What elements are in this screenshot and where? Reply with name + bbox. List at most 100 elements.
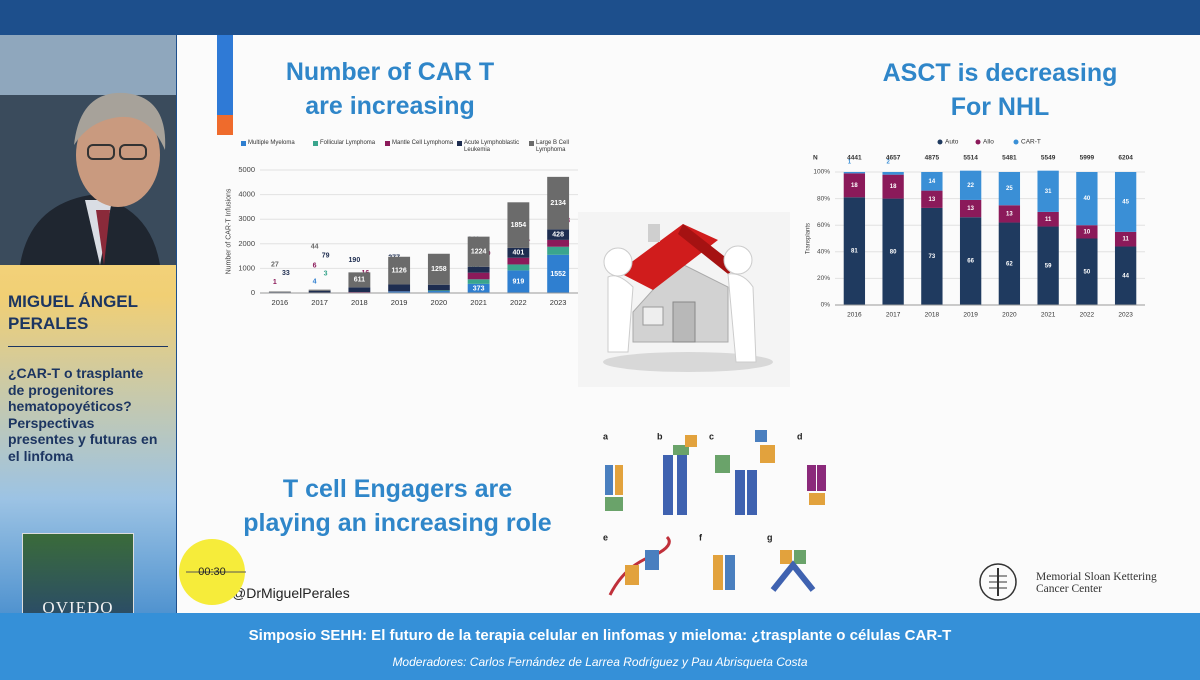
x-tick-label: 2018 bbox=[925, 312, 940, 319]
figure-label: e bbox=[603, 532, 608, 542]
bar-segment bbox=[1114, 231, 1137, 247]
legend-entry: Allo bbox=[983, 139, 994, 146]
data-label: 13 bbox=[1006, 211, 1013, 217]
legend-swatch bbox=[975, 139, 981, 145]
car-t-legend: Multiple Myeloma Follicular Lymphoma Mantl… bbox=[240, 140, 580, 160]
legend-entry: Acute Lymphoblastic Leukemia bbox=[457, 140, 526, 154]
legend-swatch bbox=[1013, 139, 1019, 145]
y-tick-label: 4000 bbox=[238, 190, 255, 199]
data-label: 6 bbox=[313, 263, 317, 270]
bar-segment bbox=[959, 199, 982, 218]
talk-title-line: de progenitores bbox=[8, 381, 114, 398]
data-label: 10 bbox=[1084, 229, 1091, 235]
timer: 00:30 bbox=[179, 539, 246, 605]
y-tick-label: 3000 bbox=[238, 214, 255, 223]
x-tick-label: 2022 bbox=[1080, 312, 1095, 319]
data-label: 14 bbox=[929, 179, 936, 185]
data-label: 4 bbox=[313, 279, 317, 286]
n-value: 4657 bbox=[886, 155, 901, 162]
speaker-name-line: PERALES bbox=[8, 314, 89, 333]
legend-entry: Multiple Myeloma bbox=[241, 140, 310, 147]
data-label: 13 bbox=[929, 197, 936, 203]
y-tick-label: 2000 bbox=[238, 239, 255, 248]
bar-segment bbox=[882, 198, 904, 305]
bar-segment bbox=[1037, 211, 1059, 227]
bar-segment bbox=[1076, 238, 1098, 305]
bar-segment bbox=[959, 170, 982, 200]
n-value: 6204 bbox=[1118, 155, 1133, 162]
figure-label: g bbox=[767, 532, 773, 542]
msk-emblem bbox=[979, 563, 1017, 601]
x-tick-label: 2019 bbox=[391, 298, 408, 307]
slide-title: ASCT is decreasing For NHL bbox=[820, 56, 1180, 124]
x-tick-label: 2017 bbox=[311, 298, 328, 307]
legend-swatch bbox=[529, 141, 534, 146]
x-tick-label: 2017 bbox=[886, 312, 901, 319]
legend-swatch bbox=[937, 139, 943, 145]
bar-segment bbox=[1076, 225, 1098, 239]
data-label: 81 bbox=[851, 249, 858, 255]
talk-title-line: el linfoma bbox=[8, 447, 74, 464]
bar-segment bbox=[348, 272, 371, 288]
bar-segment bbox=[1037, 226, 1059, 305]
bar-segment bbox=[507, 247, 530, 258]
title-line: ASCT is decreasing bbox=[882, 59, 1118, 87]
n-label: N bbox=[813, 155, 818, 162]
title-line: are increasing bbox=[305, 92, 475, 120]
data-label: 2134 bbox=[550, 200, 566, 207]
data-label: 401 bbox=[513, 250, 525, 257]
speaker-video bbox=[0, 35, 176, 265]
data-label: 1552 bbox=[550, 271, 566, 278]
banner-title: Simposio SEHH: El futuro de la terapia c… bbox=[248, 627, 952, 644]
n-value: 4441 bbox=[847, 155, 862, 162]
bar-segment bbox=[998, 172, 1021, 206]
data-label: 31 bbox=[1045, 189, 1052, 195]
x-tick-label: 2021 bbox=[1041, 312, 1056, 319]
bar-segment bbox=[427, 284, 450, 291]
timer-text: 00:30 bbox=[198, 566, 226, 578]
bar-segment bbox=[882, 174, 904, 199]
data-label: 1224 bbox=[471, 249, 487, 256]
data-label: 190 bbox=[349, 257, 361, 264]
legend-swatch bbox=[241, 141, 246, 146]
institution-line: Cancer Center bbox=[1036, 583, 1103, 595]
bar-segment bbox=[959, 217, 982, 305]
bar-segment bbox=[467, 266, 490, 273]
figure-label: c bbox=[709, 431, 714, 441]
bar-segment bbox=[921, 172, 943, 191]
bar-segment bbox=[882, 172, 904, 175]
data-label: 66 bbox=[967, 259, 974, 265]
legend-entry: Mantle Cell Lymphoma bbox=[385, 140, 454, 147]
data-label: 62 bbox=[1006, 261, 1013, 267]
data-label: 50 bbox=[1084, 269, 1091, 275]
bar-segment bbox=[388, 284, 411, 292]
title-line: Number of CAR T bbox=[285, 58, 495, 86]
bar-segment bbox=[998, 222, 1021, 305]
data-label: 27 bbox=[271, 261, 279, 268]
data-label: 1 bbox=[273, 279, 277, 286]
asct-chart: 0% 20% 40% 60% 80% 100% Transplants 2016 81 18 1 20… bbox=[805, 139, 1145, 319]
n-value: 5549 bbox=[1041, 155, 1056, 162]
title-line: T cell Engagers are bbox=[282, 475, 513, 503]
x-tick-label: 2023 bbox=[550, 298, 567, 307]
bar-segment bbox=[467, 272, 490, 280]
car-t-chart: 0 1000 2000 3000 4000 5000 Number of CAR-T Inf… bbox=[225, 165, 578, 307]
bar-segment bbox=[547, 239, 570, 247]
bar-segment bbox=[843, 173, 866, 198]
legend-entry: Auto bbox=[945, 139, 959, 146]
bar-segment bbox=[1076, 172, 1098, 226]
banner-moderators: Moderadores: Carlos Fernández de Larrea … bbox=[392, 655, 808, 669]
bar-segment bbox=[467, 236, 490, 267]
data-label: 18 bbox=[851, 183, 858, 189]
n-value: 5481 bbox=[1002, 155, 1017, 162]
data-label: 73 bbox=[929, 254, 936, 260]
bar-segment bbox=[507, 257, 530, 265]
bar-segment bbox=[467, 279, 490, 284]
data-label: 13 bbox=[967, 206, 974, 212]
bar-segment bbox=[998, 205, 1021, 223]
data-label: 44 bbox=[1122, 273, 1129, 279]
legend-swatch bbox=[457, 141, 462, 146]
bar-segment bbox=[388, 256, 411, 285]
bar-segment bbox=[308, 289, 331, 291]
